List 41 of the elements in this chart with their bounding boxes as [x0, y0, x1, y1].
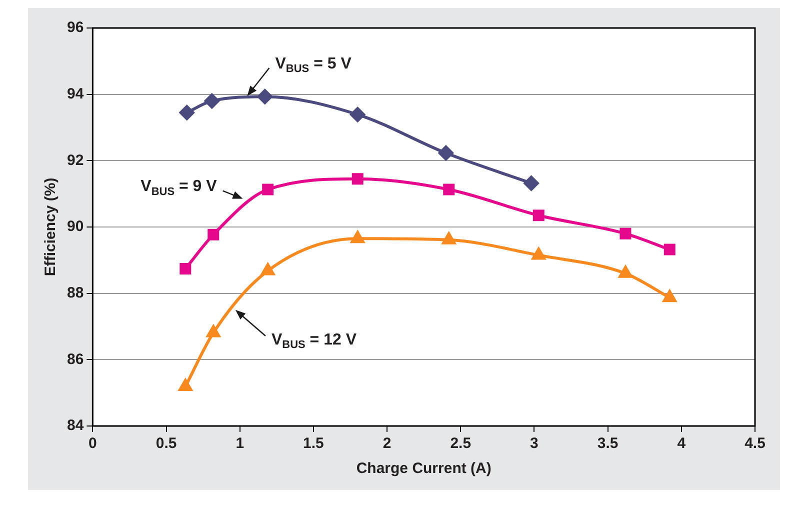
x-axis-title: Charge Current (A) — [356, 460, 492, 478]
point — [206, 325, 220, 338]
y-tick-label: 84 — [66, 417, 84, 434]
point — [524, 176, 539, 191]
x-tick-label: 4.5 — [744, 435, 766, 452]
y-tick-label: 90 — [66, 218, 84, 236]
x-tick-label: 3.5 — [597, 435, 618, 452]
point — [262, 184, 274, 196]
point — [664, 244, 676, 256]
x-tick-label: 2.5 — [450, 435, 472, 452]
point — [208, 228, 220, 240]
point — [532, 210, 544, 222]
x-tick-label: 3 — [530, 435, 538, 452]
y-tick-label: 94 — [66, 85, 84, 102]
x-tick-label: 0.5 — [156, 435, 177, 452]
point — [532, 248, 546, 260]
point — [442, 232, 456, 244]
point — [620, 228, 632, 240]
point — [352, 173, 364, 185]
x-tick-label: 4 — [677, 435, 686, 452]
point — [261, 263, 275, 276]
point — [204, 93, 220, 108]
point — [350, 107, 366, 122]
y-tick-label: 88 — [66, 284, 84, 302]
y-tick-label: 86 — [66, 350, 84, 368]
y-tick-label: 92 — [66, 152, 84, 169]
y-tick-label: 96 — [66, 19, 84, 36]
x-tick-label: 1 — [236, 435, 244, 452]
y-axis-title: Efficiency (%) — [42, 178, 60, 276]
x-tick-label: 2 — [382, 435, 392, 452]
point — [443, 184, 455, 196]
point — [438, 146, 454, 161]
x-tick-label: 0 — [88, 435, 97, 452]
point — [257, 89, 272, 104]
point — [180, 263, 192, 275]
point — [350, 231, 364, 244]
point — [178, 379, 192, 392]
point — [662, 290, 676, 302]
x-tick-label: 1.5 — [303, 435, 324, 452]
point — [179, 105, 194, 120]
point — [618, 266, 632, 278]
